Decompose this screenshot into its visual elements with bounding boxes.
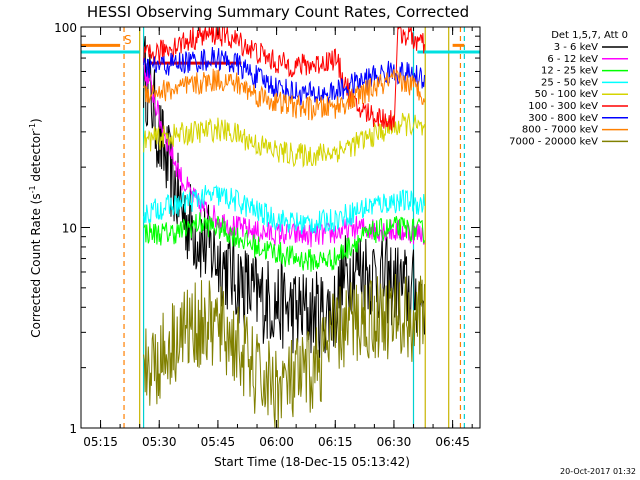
y-tick-label-2: 100 [54, 21, 77, 35]
y-axis-label-part2: detector [29, 131, 43, 186]
x-tick-label-0: 05:15 [83, 435, 118, 449]
x-axis: 05:15 05:30 05:45 06:00 06:15 06:30 06:45 [80, 27, 473, 449]
x-tick-label-3: 06:00 [259, 435, 294, 449]
y-axis-label-sup1: -1 [28, 185, 37, 193]
legend-label-2: 12 - 25 keV [541, 66, 598, 77]
legend-header: Det 1,5,7, Att 0 [551, 30, 628, 41]
flag-label-s: S [124, 33, 132, 47]
series-line-1 [143, 57, 425, 248]
y-tick-label-0: 1 [69, 422, 77, 436]
series-layer [143, 26, 425, 429]
series-line-8 [143, 273, 425, 429]
x-tick-label-2: 05:45 [201, 435, 236, 449]
x-tick-label-4: 06:15 [318, 435, 353, 449]
series-line-5 [143, 26, 425, 131]
y-axis-label: Corrected Count Rate (s-1 detector-1) [28, 118, 43, 337]
y-axis-label-part1: Corrected Count Rate (s [29, 193, 43, 337]
legend-label-0: 3 - 6 keV [554, 42, 598, 53]
y-axis-label-sup2: -1 [28, 123, 37, 131]
legend-label-7: 800 - 7000 keV [522, 125, 598, 136]
series-line-7 [143, 68, 425, 121]
x-tick-label-5: 06:30 [377, 435, 412, 449]
legend-label-3: 25 - 50 keV [541, 77, 598, 88]
y-tick-label-1: 10 [62, 222, 77, 236]
legend-label-1: 6 - 12 keV [547, 54, 598, 65]
x-tick-label-6: 06:45 [435, 435, 470, 449]
level-bars [81, 43, 480, 65]
series-line-3 [143, 184, 425, 235]
legend-label-6: 300 - 800 keV [528, 113, 598, 124]
footer-timestamp: 20-Oct-2017 01:32 [560, 467, 636, 476]
series-line-4 [143, 112, 425, 168]
series-line-2 [143, 212, 425, 272]
x-axis-label: Start Time (18-Dec-15 05:13:42) [214, 455, 410, 469]
legend-label-4: 50 - 100 keV [535, 89, 599, 100]
y-axis: 1 10 100 [54, 21, 480, 436]
legend-label-8: 7000 - 20000 keV [509, 136, 598, 147]
chart-title: HESSI Observing Summary Count Rates, Cor… [87, 3, 469, 21]
x-tick-label-1: 05:30 [142, 435, 177, 449]
y-axis-label-part3: ) [29, 118, 43, 123]
legend-label-5: 100 - 300 keV [528, 101, 598, 112]
